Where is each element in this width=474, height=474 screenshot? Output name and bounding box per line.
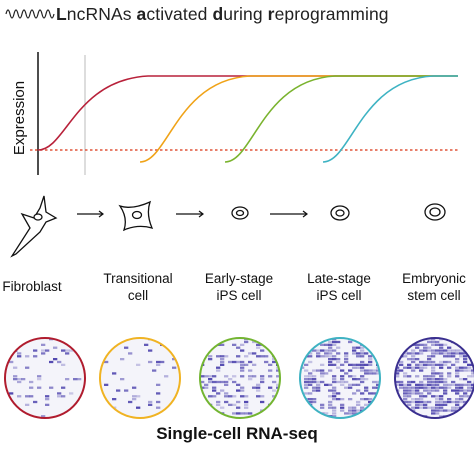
stage-label-early-ips: Early-stage iPS cell [204, 271, 274, 303]
title-segment: uring [223, 4, 268, 24]
stage-label-transitional: Transitional cell [103, 271, 173, 303]
title-segment: L [56, 4, 67, 24]
expression-curve [139, 75, 458, 163]
arrow-right-icon [270, 210, 308, 218]
expression-curve [322, 75, 458, 163]
title-segment: a [136, 4, 147, 24]
squiggle-rna-icon [5, 9, 55, 19]
expression-curve [224, 75, 458, 163]
stage-label-embryonic: Embryonic stem cell [402, 271, 466, 303]
title-segment: ctivated [146, 4, 213, 24]
expression-curves [37, 75, 458, 163]
late-ips-cell-icon [330, 205, 350, 221]
fibroblast-cell-icon [10, 195, 58, 258]
arrow-right-icon [176, 210, 204, 218]
expression-curve [37, 75, 458, 151]
heatmap-ring [199, 337, 281, 419]
y-axis-label: Expression [11, 81, 28, 155]
title-segment: eprogramming [274, 4, 389, 24]
heatmap-ring [299, 337, 381, 419]
transitional-cell-icon [118, 200, 154, 232]
heatmap-ring [394, 337, 474, 419]
cell-row [10, 195, 446, 258]
embryonic-stem-cell-icon [424, 203, 446, 221]
figure-title: LncRNAs activated during reprogramming [0, 0, 474, 30]
single-cell-heatmaps [4, 337, 474, 419]
heatmap-1 [100, 338, 180, 418]
title-text: LncRNAs activated during reprogramming [56, 4, 389, 25]
arrow-right-icon [77, 210, 104, 218]
heatmap-0 [5, 338, 85, 418]
expression-chart: Expression [11, 52, 458, 175]
title-segment: ncRNAs [66, 4, 137, 24]
title-segment: d [212, 4, 224, 24]
footer-caption: Single-cell RNA-seq [156, 424, 318, 443]
early-ips-cell-icon [231, 206, 249, 220]
title-segment: r [267, 4, 275, 24]
stage-label-late-ips: Late-stage iPS cell [307, 271, 371, 303]
heatmap-4 [395, 338, 474, 418]
heatmap-ring [4, 337, 86, 419]
heatmap-ring [99, 337, 181, 419]
stage-label-fibroblast: Fibroblast [2, 279, 62, 294]
